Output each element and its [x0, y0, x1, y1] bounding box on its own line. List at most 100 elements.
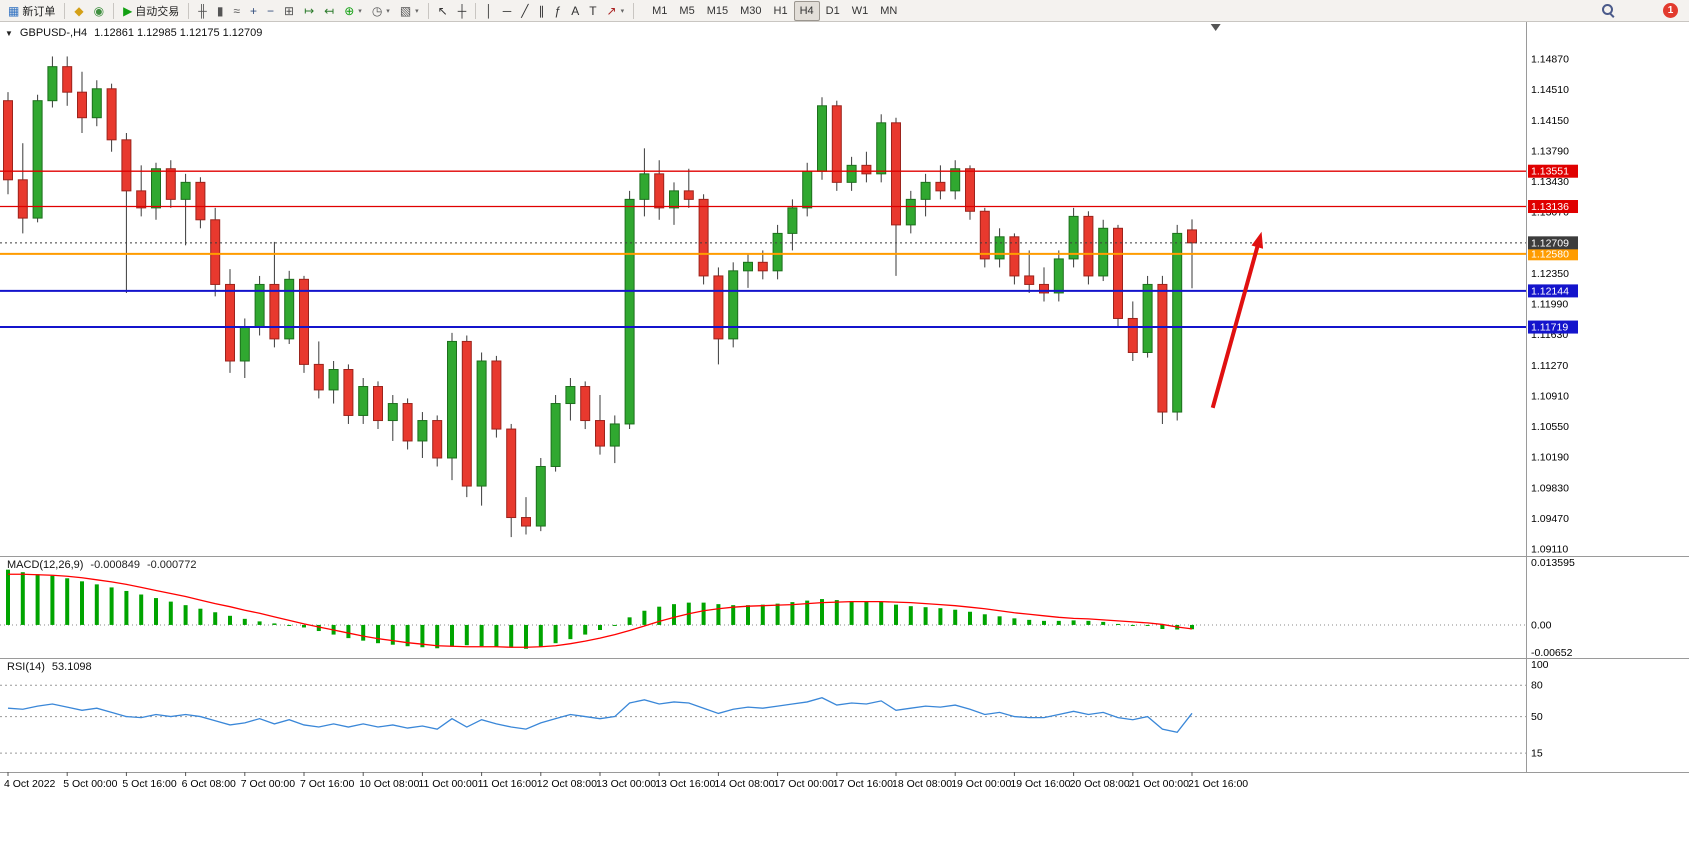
timeframe-button-m1[interactable]: M1: [652, 4, 668, 17]
candlestick-chart-button[interactable]: ▮: [212, 1, 229, 21]
text-button[interactable]: A: [566, 1, 584, 21]
time-axis[interactable]: 4 Oct 2022 5 Oct 00:00 5 Oct 16:00 6 Oct 08…: [0, 772, 1689, 794]
price-scale[interactable]: 1.148701.145101.141501.137901.134301.130…: [1531, 54, 1569, 556]
trendline-icon: ╱: [521, 3, 529, 18]
autotrading-button[interactable]: ▶ 自动交易: [118, 1, 184, 21]
periods-dropdown[interactable]: ◷ ▾: [367, 1, 395, 21]
candle-body: [447, 340, 457, 459]
candle-body: [565, 386, 576, 405]
horizontal-line-button[interactable]: ─: [498, 1, 517, 21]
candle-body: [669, 190, 679, 209]
price-tick-label: 1.11270: [1531, 360, 1568, 372]
timeframe-button-m15[interactable]: M15: [706, 4, 729, 17]
new-order-button[interactable]: ▦ 新订单: [3, 1, 60, 21]
candle-body: [1172, 232, 1183, 413]
candle-body: [1053, 258, 1064, 294]
new-order-icon: ▦: [8, 3, 20, 18]
zoom-in-icon: +: [250, 3, 258, 18]
candle-body: [846, 164, 857, 183]
notifications-badge[interactable]: 1: [1663, 3, 1678, 18]
text-label-button[interactable]: T: [584, 1, 601, 21]
bid-price-label: 1.12709: [1528, 236, 1578, 250]
chart-collapse-arrow-icon[interactable]: ▼: [5, 29, 13, 38]
candlestick-icon: ▮: [216, 3, 224, 18]
bar-chart-icon: ╫: [198, 3, 207, 18]
candle-body: [106, 88, 117, 141]
candle-body: [772, 232, 783, 272]
time-axis-label: 12 Oct 08:00: [537, 778, 597, 790]
timeframe-button-m30[interactable]: M30: [740, 4, 762, 17]
timeframe-button-h1[interactable]: H1: [773, 4, 788, 17]
candle-body: [91, 88, 102, 119]
tile-windows-icon: ⊞: [284, 3, 295, 18]
time-axis-label: 21 Oct 16:00: [1188, 778, 1248, 790]
macd-panel[interactable]: 0.013595 0.00 -0.00652: [0, 556, 1689, 658]
auto-scroll-button[interactable]: ↦: [299, 1, 319, 21]
text-icon: A: [571, 3, 580, 18]
bar-chart-button[interactable]: ╫: [193, 1, 212, 21]
candle-body: [535, 465, 546, 527]
trend-arrow-head[interactable]: [1251, 231, 1264, 249]
indicators-plus-icon: ⊕: [344, 3, 355, 18]
autotrading-play-icon: ▶: [123, 3, 133, 18]
tile-windows-button[interactable]: ⊞: [279, 1, 299, 21]
cursor-button[interactable]: ↖: [433, 1, 453, 21]
crosshair-button[interactable]: ┼: [453, 1, 472, 21]
timeframe-button-m5[interactable]: M5: [679, 4, 695, 17]
macd-axis-label: 0.013595: [1531, 557, 1575, 569]
refresh-button[interactable]: ◉: [89, 1, 109, 21]
candle-body: [654, 173, 665, 209]
metaeditor-button[interactable]: ◆: [69, 1, 88, 21]
zoom-in-button[interactable]: +: [245, 1, 262, 21]
candle-body: [225, 283, 235, 362]
svg-text:1.12709: 1.12709: [1531, 237, 1569, 249]
candle-body: [1187, 229, 1197, 244]
trend-arrow-line[interactable]: [1210, 240, 1261, 409]
chart-shift-marker[interactable]: [1210, 24, 1221, 31]
candle-body: [521, 517, 531, 527]
toolbar-separator: [64, 2, 66, 19]
candle-body: [373, 386, 383, 422]
timeframe-button-mn[interactable]: MN: [880, 4, 898, 17]
channel-icon: ∥: [538, 3, 545, 18]
fibonacci-icon: ƒ: [554, 3, 562, 18]
candle-body: [32, 100, 43, 219]
chart-shift-button[interactable]: ↤: [319, 1, 339, 21]
candle-body: [417, 420, 428, 442]
candle-body: [195, 181, 206, 221]
templates-dropdown[interactable]: ▧ ▾: [395, 1, 424, 21]
candle-body: [1039, 283, 1049, 294]
search-icon: [1601, 3, 1616, 18]
timeframe-button-w1[interactable]: W1: [851, 4, 869, 17]
fibonacci-button[interactable]: ƒ: [550, 1, 567, 21]
time-axis-label: 7 Oct 00:00: [241, 778, 295, 790]
price-chart-panel[interactable]: 1.148701.145101.141501.137901.134301.130…: [0, 22, 1689, 556]
candle-body: [476, 360, 487, 487]
candle-body: [151, 168, 161, 209]
timeframe-button-d1[interactable]: D1: [825, 4, 840, 17]
crosshair-icon: ┼: [457, 3, 467, 18]
time-axis-label: 14 Oct 08:00: [714, 778, 774, 790]
indicators-dropdown[interactable]: ⊕ ▾: [339, 1, 367, 21]
rsi-axis-label: 80: [1531, 680, 1543, 692]
timeframe-button-h4[interactable]: H4: [793, 0, 820, 21]
candle-body: [121, 139, 132, 192]
line-chart-button[interactable]: ≈: [228, 1, 245, 21]
toolbar-separator: [188, 2, 190, 19]
arrows-dropdown[interactable]: ↗ ▾: [602, 1, 630, 21]
time-axis-label: 19 Oct 00:00: [951, 778, 1011, 790]
rsi-panel[interactable]: 80 50 15 100: [0, 658, 1689, 772]
time-axis-label: 11 Oct 16:00: [478, 778, 538, 790]
candle-body: [239, 326, 250, 362]
rsi-axis-label: 100: [1531, 659, 1549, 671]
trendline-button[interactable]: ╱: [516, 1, 533, 21]
candle-body: [1127, 317, 1138, 353]
channel-button[interactable]: ∥: [534, 1, 550, 21]
vertical-line-button[interactable]: │: [480, 1, 498, 21]
toolbar-right-group: 1: [1596, 1, 1686, 21]
macd-axis-label: -0.00652: [1531, 647, 1573, 658]
zoom-out-button[interactable]: −: [262, 1, 279, 21]
search-button[interactable]: [1596, 1, 1621, 21]
candle-body: [461, 340, 472, 487]
price-tick-label: 1.09470: [1531, 513, 1569, 525]
